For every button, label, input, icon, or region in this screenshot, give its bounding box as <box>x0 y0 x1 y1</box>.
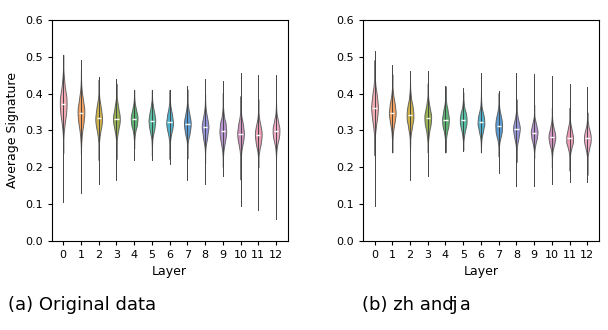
Text: ja: ja <box>362 296 471 314</box>
X-axis label: Layer: Layer <box>463 265 499 279</box>
Y-axis label: Average Signature: Average Signature <box>6 72 19 188</box>
X-axis label: Layer: Layer <box>152 265 187 279</box>
Text: (a) Original data: (a) Original data <box>8 296 156 314</box>
Text: (b) zh and: (b) zh and <box>362 296 459 314</box>
